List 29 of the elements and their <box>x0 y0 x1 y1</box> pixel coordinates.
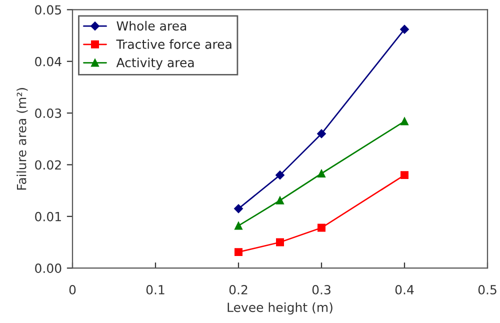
x-tick-label: 0.1 <box>146 284 164 294</box>
x-axis-title: Levee height (m) <box>228 302 332 315</box>
x-tick-label: 0.2 <box>229 284 248 294</box>
y-tick-label: 0.01 <box>35 212 61 222</box>
point <box>276 170 284 180</box>
point <box>400 171 408 180</box>
point <box>318 170 326 178</box>
x-tick-label: 0 <box>69 284 76 294</box>
point <box>317 129 326 138</box>
point <box>276 238 284 246</box>
point <box>234 248 242 256</box>
x-tick-label: 0.5 <box>478 284 496 294</box>
y-tick-label: 0.04 <box>35 56 62 66</box>
y-tick-label: 0.05 <box>35 5 61 15</box>
point <box>400 24 409 34</box>
point <box>400 117 408 126</box>
legend-label: Activity area <box>116 58 194 70</box>
x-tick-label: 0.3 <box>312 284 330 294</box>
point <box>234 204 243 214</box>
point <box>318 224 326 232</box>
y-tick-label: 0.02 <box>35 160 61 170</box>
x-tick-label: 0.4 <box>395 284 414 294</box>
y-tick-label: 0.00 <box>35 264 62 274</box>
legend-label: Whole area <box>116 20 186 31</box>
legend-label: Tractive force area <box>116 39 232 49</box>
point <box>234 222 242 230</box>
y-axis-title: Failure area (m²) <box>16 88 28 190</box>
y-tick-label: 0.03 <box>35 108 62 118</box>
point <box>276 196 284 204</box>
